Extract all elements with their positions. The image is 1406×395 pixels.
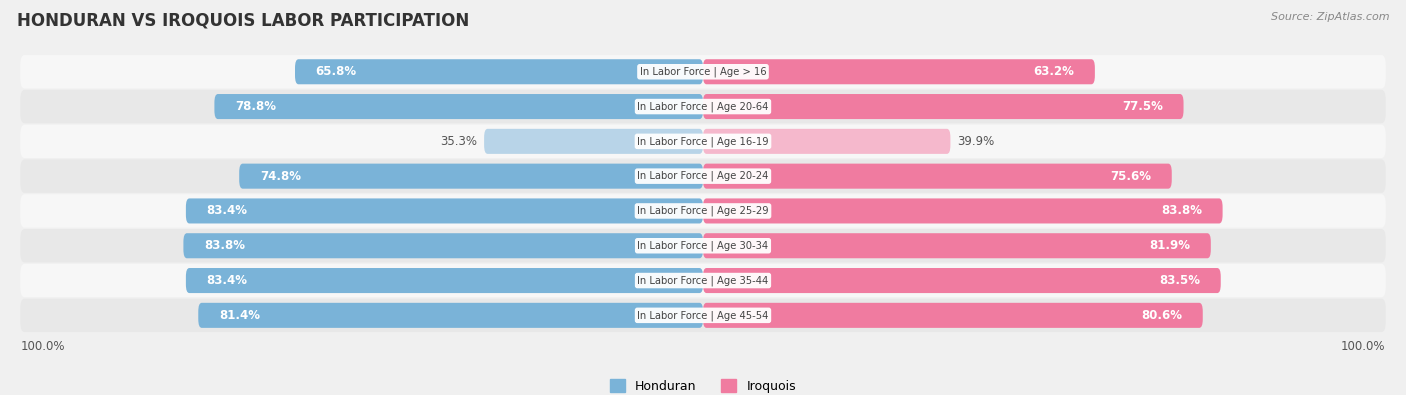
Text: 80.6%: 80.6% <box>1142 309 1182 322</box>
FancyBboxPatch shape <box>20 160 1386 193</box>
FancyBboxPatch shape <box>186 198 703 224</box>
Text: 81.4%: 81.4% <box>219 309 260 322</box>
FancyBboxPatch shape <box>20 90 1386 123</box>
FancyBboxPatch shape <box>20 55 1386 88</box>
FancyBboxPatch shape <box>20 194 1386 228</box>
FancyBboxPatch shape <box>703 94 1184 119</box>
FancyBboxPatch shape <box>183 233 703 258</box>
FancyBboxPatch shape <box>186 268 703 293</box>
Text: In Labor Force | Age 35-44: In Labor Force | Age 35-44 <box>637 275 769 286</box>
FancyBboxPatch shape <box>295 59 703 84</box>
Text: In Labor Force | Age 16-19: In Labor Force | Age 16-19 <box>637 136 769 147</box>
FancyBboxPatch shape <box>703 268 1220 293</box>
FancyBboxPatch shape <box>20 125 1386 158</box>
Text: In Labor Force | Age 25-29: In Labor Force | Age 25-29 <box>637 206 769 216</box>
FancyBboxPatch shape <box>703 129 950 154</box>
FancyBboxPatch shape <box>198 303 703 328</box>
Text: 78.8%: 78.8% <box>235 100 276 113</box>
Text: 83.8%: 83.8% <box>204 239 245 252</box>
Legend: Honduran, Iroquois: Honduran, Iroquois <box>605 374 801 395</box>
Text: In Labor Force | Age 20-24: In Labor Force | Age 20-24 <box>637 171 769 181</box>
Text: 83.8%: 83.8% <box>1161 205 1202 218</box>
Text: 100.0%: 100.0% <box>1340 340 1385 353</box>
FancyBboxPatch shape <box>703 198 1223 224</box>
Text: In Labor Force | Age > 16: In Labor Force | Age > 16 <box>640 66 766 77</box>
Text: 39.9%: 39.9% <box>957 135 994 148</box>
Text: 35.3%: 35.3% <box>440 135 477 148</box>
Text: HONDURAN VS IROQUOIS LABOR PARTICIPATION: HONDURAN VS IROQUOIS LABOR PARTICIPATION <box>17 12 470 30</box>
Text: 100.0%: 100.0% <box>21 340 66 353</box>
FancyBboxPatch shape <box>703 164 1171 189</box>
Text: 83.4%: 83.4% <box>207 205 247 218</box>
FancyBboxPatch shape <box>20 229 1386 262</box>
Text: 83.4%: 83.4% <box>207 274 247 287</box>
FancyBboxPatch shape <box>703 233 1211 258</box>
Text: 63.2%: 63.2% <box>1033 65 1074 78</box>
Text: 65.8%: 65.8% <box>316 65 357 78</box>
FancyBboxPatch shape <box>703 303 1202 328</box>
Text: In Labor Force | Age 45-54: In Labor Force | Age 45-54 <box>637 310 769 321</box>
FancyBboxPatch shape <box>20 299 1386 332</box>
Text: In Labor Force | Age 30-34: In Labor Force | Age 30-34 <box>637 241 769 251</box>
Text: 74.8%: 74.8% <box>260 169 301 182</box>
Text: 75.6%: 75.6% <box>1111 169 1152 182</box>
Text: 77.5%: 77.5% <box>1122 100 1163 113</box>
FancyBboxPatch shape <box>214 94 703 119</box>
Text: In Labor Force | Age 20-64: In Labor Force | Age 20-64 <box>637 101 769 112</box>
FancyBboxPatch shape <box>703 59 1095 84</box>
FancyBboxPatch shape <box>484 129 703 154</box>
FancyBboxPatch shape <box>20 264 1386 297</box>
Text: 81.9%: 81.9% <box>1149 239 1189 252</box>
FancyBboxPatch shape <box>239 164 703 189</box>
Text: Source: ZipAtlas.com: Source: ZipAtlas.com <box>1271 12 1389 22</box>
Text: 83.5%: 83.5% <box>1159 274 1201 287</box>
